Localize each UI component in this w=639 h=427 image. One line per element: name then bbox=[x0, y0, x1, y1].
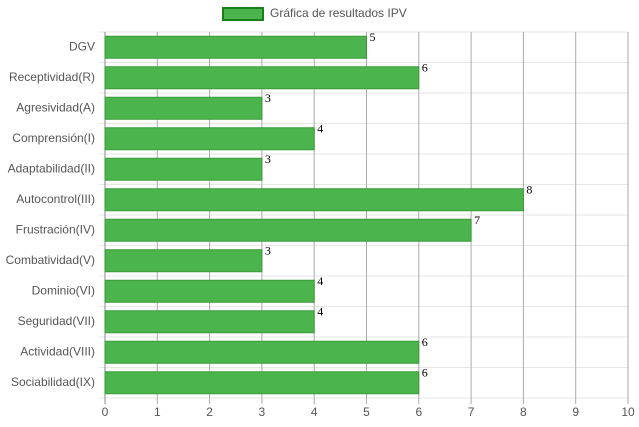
bar bbox=[104, 66, 420, 90]
bar bbox=[104, 96, 263, 120]
value-label: 3 bbox=[265, 152, 271, 166]
x-tick-label: 3 bbox=[259, 405, 266, 419]
value-label: 4 bbox=[317, 122, 323, 136]
bar bbox=[104, 249, 263, 273]
value-label: 7 bbox=[474, 213, 480, 227]
value-label: 3 bbox=[265, 91, 271, 105]
y-tick-label: Dominio(VI) bbox=[32, 283, 95, 297]
y-tick-label: Receptividad(R) bbox=[9, 70, 95, 84]
y-tick-label: DGV bbox=[69, 39, 95, 53]
y-tick-label: Frustración(IV) bbox=[16, 222, 95, 236]
value-label: 3 bbox=[265, 244, 271, 258]
y-tick-label: Autocontrol(III) bbox=[16, 192, 95, 206]
x-tick-label: 1 bbox=[154, 405, 161, 419]
value-label: 4 bbox=[317, 274, 323, 288]
y-tick-label: Comprensión(I) bbox=[12, 131, 95, 145]
value-label: 6 bbox=[422, 335, 428, 349]
value-label: 6 bbox=[422, 366, 428, 380]
bar bbox=[104, 279, 315, 303]
y-tick-label: Adaptabilidad(II) bbox=[8, 161, 95, 175]
y-tick-label: Actividad(VIII) bbox=[20, 344, 95, 358]
x-tick-label: 5 bbox=[363, 405, 370, 419]
y-tick-label: Agresividad(A) bbox=[16, 100, 95, 114]
bar bbox=[104, 188, 524, 212]
bar bbox=[104, 310, 315, 334]
value-label: 5 bbox=[370, 30, 376, 44]
bar bbox=[104, 157, 263, 181]
x-tick-label: 4 bbox=[311, 405, 318, 419]
y-tick-label: Sociabilidad(IX) bbox=[11, 375, 95, 389]
legend-swatch bbox=[222, 7, 264, 21]
x-tick-label: 0 bbox=[102, 405, 109, 419]
value-label: 8 bbox=[526, 183, 532, 197]
bar bbox=[104, 218, 472, 242]
y-tick-label: Combatividad(V) bbox=[6, 253, 95, 267]
x-tick-label: 9 bbox=[572, 405, 579, 419]
bar bbox=[104, 35, 367, 59]
x-tick-label: 6 bbox=[415, 405, 422, 419]
x-tick-label: 7 bbox=[468, 405, 475, 419]
value-label: 4 bbox=[317, 305, 323, 319]
y-tick-label: Seguridad(VII) bbox=[18, 314, 95, 328]
x-tick-label: 2 bbox=[206, 405, 213, 419]
bar bbox=[104, 340, 420, 364]
value-label: 6 bbox=[422, 61, 428, 75]
x-tick-label: 10 bbox=[621, 405, 635, 419]
bar bbox=[104, 127, 315, 151]
legend-label: Gráfica de resultados IPV bbox=[270, 6, 407, 20]
x-tick-label: 8 bbox=[520, 405, 527, 419]
bar bbox=[104, 371, 420, 395]
